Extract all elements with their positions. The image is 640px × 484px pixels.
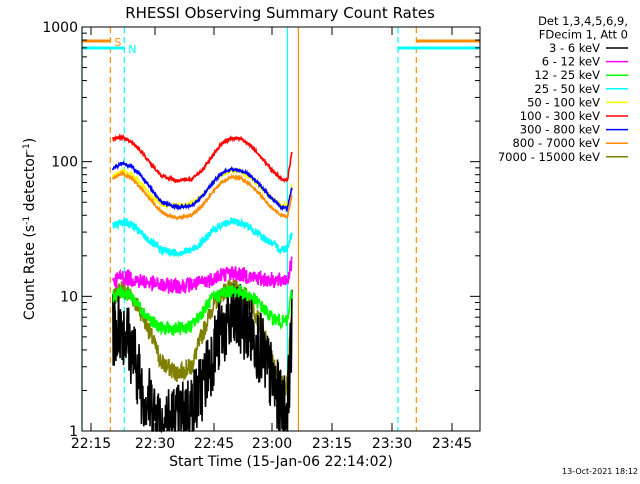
- y-axis-label: Count Rate (s-1 detector-1): [22, 138, 38, 320]
- legend-header-0: Det 1,3,4,5,6,9,: [538, 14, 628, 28]
- legend-header-1: FDecim 1, Att 0: [539, 28, 628, 42]
- y-tick-label-1: 10: [60, 289, 78, 305]
- legend-entry-1: 6 - 12 keV: [542, 55, 600, 69]
- x-tick-label-6: 23:45: [432, 436, 472, 452]
- series-line-1: [112, 256, 293, 294]
- legend-entry-2: 12 - 25 keV: [534, 68, 600, 82]
- legend-entry-5: 100 - 300 keV: [520, 109, 600, 123]
- x-tick-label-3: 23:00: [252, 436, 292, 452]
- series-line-6: [112, 160, 293, 213]
- legend-entry-3: 25 - 50 keV: [534, 82, 600, 96]
- series-line-7: [112, 169, 293, 221]
- series-line-0: [112, 284, 293, 434]
- chart-title: RHESSI Observing Summary Count Rates: [125, 4, 435, 22]
- legend-entry-7: 800 - 7000 keV: [512, 136, 600, 150]
- x-tick-label-4: 23:15: [312, 436, 352, 452]
- plot-area: SN: [81, 27, 480, 434]
- legend-entry-8: 7000 - 15000 keV: [498, 150, 600, 164]
- legend-entry-6: 300 - 800 keV: [520, 123, 600, 137]
- x-tick-label-2: 22:45: [194, 436, 234, 452]
- plot-frame: [81, 26, 481, 432]
- x-tick-label-0: 22:15: [71, 436, 111, 452]
- legend-entry-4: 50 - 100 keV: [527, 95, 600, 109]
- y-tick-label-3: 1000: [42, 20, 78, 36]
- x-tick-label-5: 23:30: [372, 436, 412, 452]
- y-tick-label-0: 1: [69, 424, 78, 440]
- timestamp: 13-Oct-2021 18:12: [562, 467, 638, 476]
- legend: Det 1,3,4,5,6,9,FDecim 1, Att 03 - 6 keV…: [498, 14, 628, 164]
- x-axis-label: Start Time (15-Jan-06 22:14:02): [169, 454, 393, 470]
- legend-entry-0: 3 - 6 keV: [549, 41, 600, 55]
- marker-night-label: N: [128, 43, 136, 56]
- x-tick-label-1: 22:30: [135, 436, 175, 452]
- series-line-2: [112, 284, 293, 336]
- marker-solar-x-label: S: [114, 36, 121, 49]
- axes: 22:15 22:30 22:45 23:00 23:15 23:30 23:45 1 10 10…: [42, 20, 481, 452]
- series-line-5: [112, 133, 293, 184]
- y-tick-label-2: 100: [51, 155, 78, 171]
- series-line-3: [112, 216, 293, 258]
